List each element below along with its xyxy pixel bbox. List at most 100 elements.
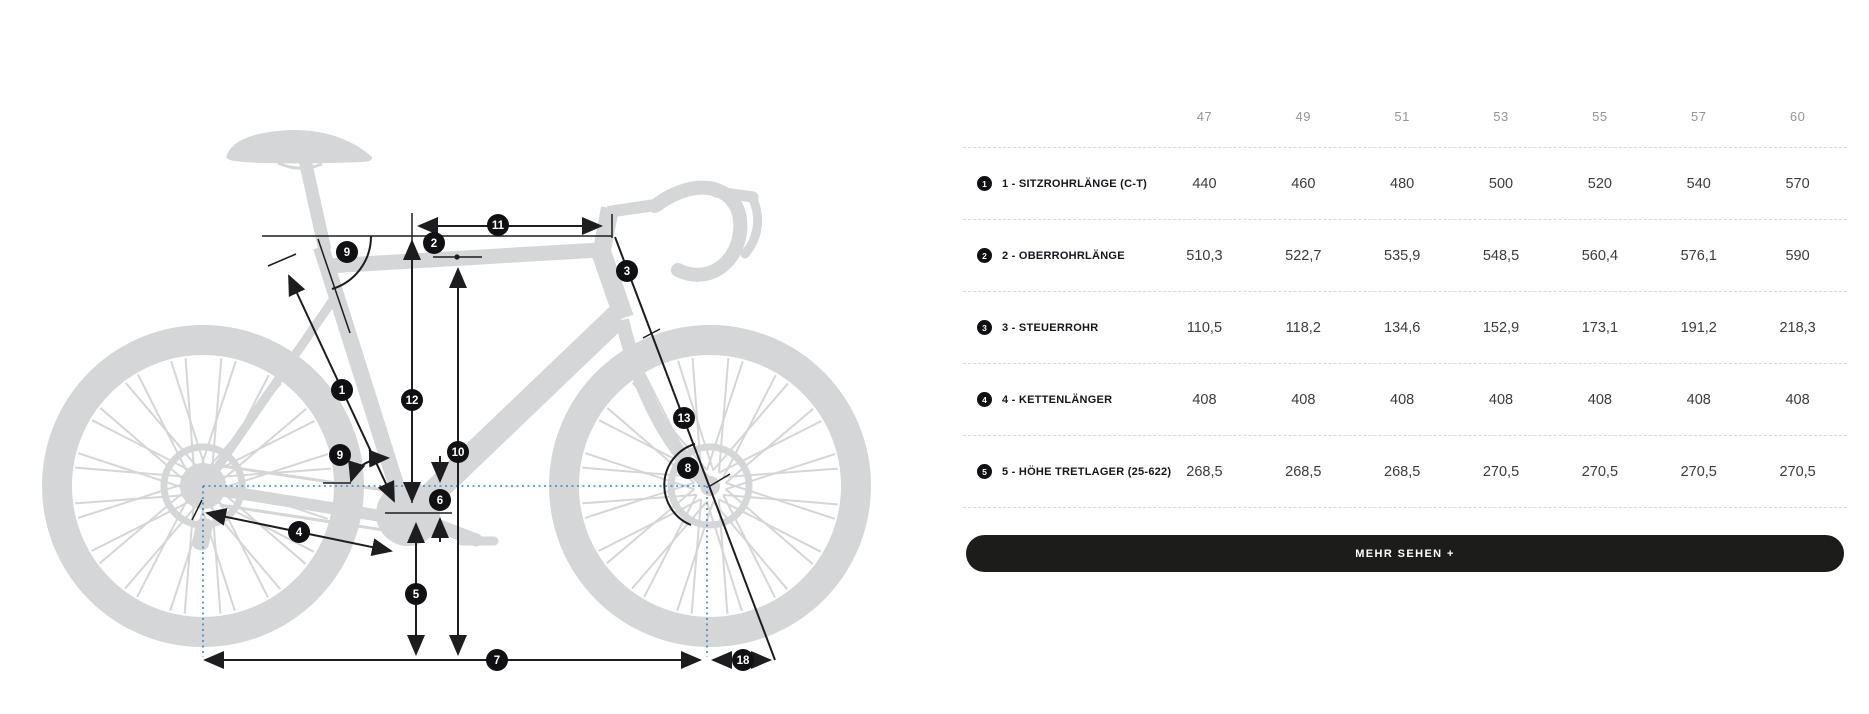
geometry-value: 460 <box>1291 175 1316 192</box>
marker-13: 13 <box>673 407 695 429</box>
svg-text:3: 3 <box>624 266 630 278</box>
geometry-value: 118,2 <box>1285 319 1321 336</box>
svg-text:18: 18 <box>737 655 750 667</box>
size-column-header: 55 <box>1592 108 1608 124</box>
marker-1: 1 <box>331 379 353 401</box>
geometry-value: 540 <box>1686 175 1711 192</box>
marker-6: 6 <box>429 489 451 511</box>
marker-5: 5 <box>405 583 427 605</box>
marker-7: 7 <box>486 649 508 671</box>
table-row: 3 3 - STEUERROHR 110,5 118,2 134,6 152,9 173… <box>963 291 1847 363</box>
geometry-value: 408 <box>1291 391 1316 408</box>
table-bottom-divider <box>963 507 1847 508</box>
row-number-badge: 5 <box>977 464 992 479</box>
marker-4: 4 <box>288 521 310 543</box>
geometry-value: 152,9 <box>1482 319 1520 336</box>
geometry-value: 408 <box>1587 391 1612 408</box>
geometry-value: 134,6 <box>1384 319 1421 336</box>
svg-text:8: 8 <box>685 463 692 475</box>
down-tube <box>399 306 627 527</box>
seatpost <box>298 158 332 252</box>
head-tube <box>589 242 634 322</box>
geometry-value: 440 <box>1192 175 1217 192</box>
geometry-value: 408 <box>1488 391 1514 408</box>
svg-text:13: 13 <box>678 413 691 425</box>
geometry-value: 408 <box>1192 391 1217 408</box>
geometry-value: 560,4 <box>1581 247 1619 264</box>
brake-hood <box>710 186 759 203</box>
marker-9-bottom: 9 <box>329 444 351 466</box>
size-column-header: 51 <box>1394 108 1410 124</box>
marker-8: 8 <box>677 457 699 479</box>
measure-fork-offset <box>663 443 731 526</box>
marker-2: 2 <box>423 232 445 254</box>
geometry-value: 408 <box>1785 391 1810 408</box>
row-number-badge: 1 <box>977 176 992 191</box>
geometry-value: 570 <box>1785 175 1810 192</box>
geometry-value: 408 <box>1686 391 1711 408</box>
svg-text:4: 4 <box>296 527 303 539</box>
geometry-value: 173,1 <box>1581 319 1619 336</box>
table-row: 5 5 - HÖHE TRETLAGER (25-622) 268,5 268,5… <box>963 435 1847 507</box>
size-column-header: 53 <box>1493 108 1509 124</box>
measure-seat-angle-bb <box>323 449 390 484</box>
bike-geometry-diagram: 9 11 2 3 1 12 13 9 10 8 6 4 5 7 18 <box>42 129 871 671</box>
measure-reach <box>417 214 613 238</box>
svg-text:9: 9 <box>344 247 350 259</box>
svg-text:5: 5 <box>413 589 420 601</box>
row-number-badge: 4 <box>977 392 992 407</box>
geometry-value: 268,5 <box>1186 463 1223 480</box>
row-number-badge: 2 <box>977 248 992 263</box>
geometry-value: 522,7 <box>1285 247 1322 264</box>
marker-18: 18 <box>732 649 754 671</box>
geometry-value: 590 <box>1785 247 1810 264</box>
marker-10: 10 <box>447 441 469 463</box>
size-column-header: 60 <box>1789 108 1806 124</box>
geometry-value: 480 <box>1390 175 1415 192</box>
row-number-badge: 3 <box>977 320 992 335</box>
table-row: 1 1 - SITZROHRLÄNGE (C-T) 440 460 480 500 52… <box>963 147 1847 219</box>
table-row: 2 2 - OBERROHRLÄNGE 510,3 522,7 535,9 548,5… <box>963 219 1847 291</box>
marker-11: 11 <box>487 214 509 236</box>
measure-steering-axis <box>614 236 776 661</box>
svg-text:2: 2 <box>431 238 437 250</box>
geometry-value: 510,3 <box>1186 247 1223 264</box>
svg-text:6: 6 <box>437 495 443 507</box>
size-header-row: 47 49 51 53 55 57 60 <box>963 85 1847 147</box>
row-label: 5 - HÖHE TRETLAGER (25-622) <box>1002 465 1172 478</box>
svg-text:1: 1 <box>339 385 346 397</box>
row-label: 3 - STEUERROHR <box>1002 321 1099 334</box>
svg-text:9: 9 <box>337 450 343 462</box>
svg-text:11: 11 <box>492 220 505 232</box>
geometry-value: 270,5 <box>1779 463 1816 480</box>
size-column-header: 47 <box>1196 108 1213 124</box>
handlebar-drop <box>648 180 748 282</box>
svg-text:7: 7 <box>494 655 500 667</box>
reference-lines <box>202 485 708 657</box>
geometry-value: 191,2 <box>1680 319 1717 336</box>
geometry-table: 47 49 51 53 55 57 60 1 1 - SITZROHRLÄNGE (C-T)… <box>963 85 1847 572</box>
row-label: 4 - KETTENLÄNGER <box>1002 393 1113 406</box>
svg-text:12: 12 <box>406 395 419 407</box>
geometry-value: 218,3 <box>1779 319 1816 336</box>
geometry-value: 408 <box>1390 391 1415 408</box>
measure-bb-drop <box>385 456 452 542</box>
geometry-value: 500 <box>1488 175 1514 192</box>
show-more-button[interactable]: MEHR SEHEN + <box>966 535 1844 572</box>
brake-lever <box>740 194 763 259</box>
marker-9-top: 9 <box>336 241 358 263</box>
saddle <box>226 129 373 164</box>
geometry-rows: 1 1 - SITZROHRLÄNGE (C-T) 440 460 480 500 52… <box>963 147 1847 507</box>
size-column-header: 49 <box>1295 108 1312 124</box>
svg-text:10: 10 <box>452 447 465 459</box>
row-label: 1 - SITZROHRLÄNGE (C-T) <box>1002 177 1148 190</box>
geometry-value: 268,5 <box>1384 463 1421 480</box>
table-row: 4 4 - KETTENLÄNGER 408 408 408 408 408 408 408 <box>963 363 1847 435</box>
marker-3: 3 <box>616 260 638 282</box>
diagram-markers: 9 11 2 3 1 12 13 9 10 8 6 4 5 7 18 <box>288 214 754 671</box>
geometry-value: 270,5 <box>1581 463 1619 480</box>
row-label: 2 - OBERROHRLÄNGE <box>1002 249 1125 262</box>
geometry-value: 270,5 <box>1482 463 1520 480</box>
size-column-header: 57 <box>1690 108 1707 124</box>
